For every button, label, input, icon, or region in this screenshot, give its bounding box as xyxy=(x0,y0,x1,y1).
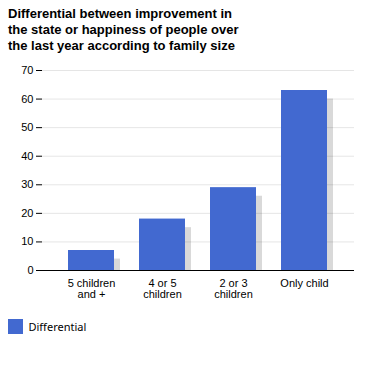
svg-text:4 or 5children: 4 or 5children xyxy=(143,277,182,300)
svg-text:2 or 3children: 2 or 3children xyxy=(214,277,253,300)
svg-text:0: 0 xyxy=(27,264,33,276)
svg-text:10: 10 xyxy=(21,235,33,247)
svg-text:20: 20 xyxy=(21,207,33,219)
svg-text:30: 30 xyxy=(21,178,33,190)
svg-text:5 childrenand +: 5 childrenand + xyxy=(68,277,116,300)
svg-text:40: 40 xyxy=(21,150,33,162)
svg-text:70: 70 xyxy=(21,64,33,76)
html-text:Differential between improveme: Differential between improvement in the … xyxy=(8,6,239,53)
html-text:Differential: Differential xyxy=(28,319,87,334)
svg-text:60: 60 xyxy=(21,93,33,105)
svg-text:Only child: Only child xyxy=(280,277,328,289)
svg-text:50: 50 xyxy=(21,121,33,133)
